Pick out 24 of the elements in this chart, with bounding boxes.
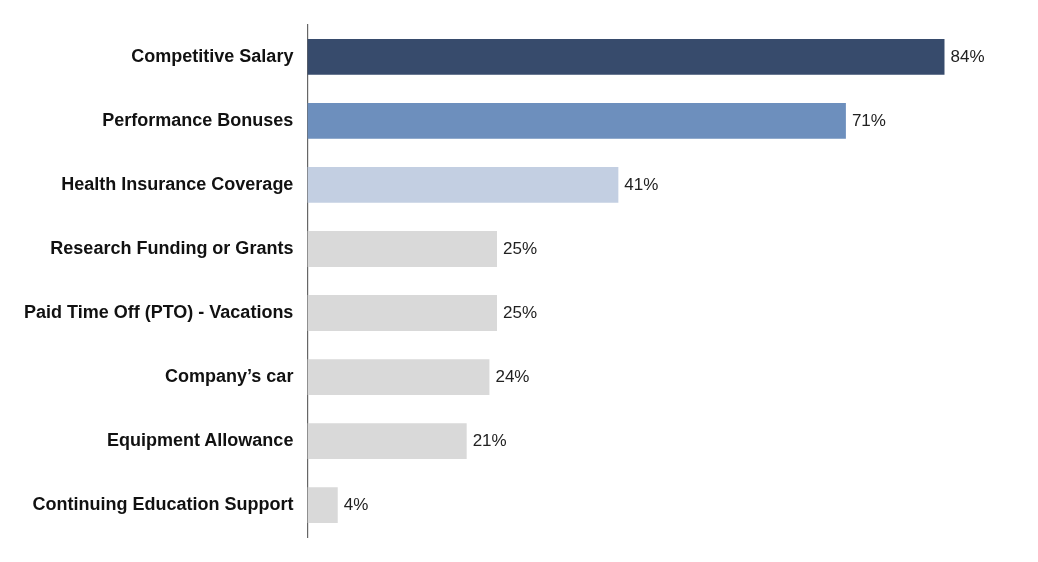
y-tick-label: Continuing Education Support — [32, 494, 294, 515]
data-label: 25% — [503, 302, 538, 322]
y-tick-label: Performance Bonuses — [102, 109, 294, 130]
data-label: 24% — [495, 366, 530, 386]
data-label: 25% — [503, 238, 538, 258]
y-tick-label: Paid Time Off (PTO) - Vacations — [23, 301, 294, 322]
bar — [307, 295, 498, 331]
bar — [307, 423, 467, 460]
bar — [307, 38, 945, 75]
y-tick-label: Company’s car — [165, 366, 294, 387]
data-label: 21% — [472, 430, 507, 450]
y-tick-label: Competitive Salary — [131, 45, 294, 66]
y-tick-label: Health Insurance Coverage — [61, 173, 294, 194]
bar — [307, 231, 498, 267]
bar — [307, 487, 338, 524]
data-label: 71% — [851, 110, 886, 130]
data-label: 4% — [343, 494, 369, 514]
y-tick-label: Research Funding or Grants — [50, 237, 294, 258]
y-tick-label: Equipment Allowance — [107, 430, 294, 451]
bar — [307, 359, 490, 396]
bar — [307, 102, 846, 139]
data-label: 41% — [624, 174, 659, 194]
data-label: 84% — [950, 46, 985, 66]
bar — [307, 166, 619, 203]
